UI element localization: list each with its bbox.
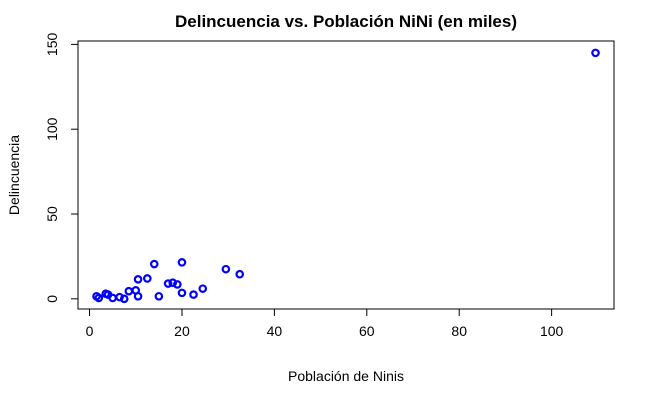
x-tick-label: 60 — [359, 323, 375, 339]
data-point — [94, 293, 104, 303]
data-point — [149, 259, 159, 269]
x-tick-label: 0 — [86, 323, 94, 339]
data-point — [119, 294, 129, 304]
data-point — [143, 274, 152, 283]
y-tick-label: 100 — [44, 117, 60, 141]
data-point — [168, 278, 178, 288]
data-point — [133, 275, 143, 284]
data-point — [108, 293, 117, 303]
y-tick-label: 150 — [44, 32, 60, 56]
y-axis: 0 50 100 150 — [44, 32, 79, 303]
x-axis-label: Población de Ninis — [288, 368, 404, 384]
data-point — [115, 292, 124, 302]
y-axis-label: Delincuencia — [6, 135, 22, 215]
data-point — [189, 290, 198, 299]
x-axis: 0 20 40 60 80 100 — [86, 308, 564, 339]
y-tick-label: 50 — [44, 206, 60, 222]
data-point — [163, 279, 173, 288]
data-point — [591, 48, 600, 58]
x-tick-label: 40 — [267, 323, 283, 339]
x-tick-label: 100 — [540, 323, 564, 339]
chart-title: Delincuencia vs. Población NiNi (en mile… — [175, 12, 517, 31]
data-point — [198, 284, 208, 293]
y-tick-label: 0 — [44, 295, 60, 303]
data-point — [177, 258, 187, 267]
data-point — [173, 280, 182, 289]
x-tick-label: 80 — [451, 323, 467, 339]
data-point — [124, 286, 134, 296]
data-points — [92, 48, 600, 304]
data-point — [221, 264, 231, 274]
data-point — [133, 291, 143, 301]
data-point — [177, 288, 187, 298]
plot-frame — [77, 40, 615, 310]
data-point — [154, 291, 164, 301]
data-point — [235, 269, 245, 279]
x-tick-label: 20 — [174, 323, 190, 339]
